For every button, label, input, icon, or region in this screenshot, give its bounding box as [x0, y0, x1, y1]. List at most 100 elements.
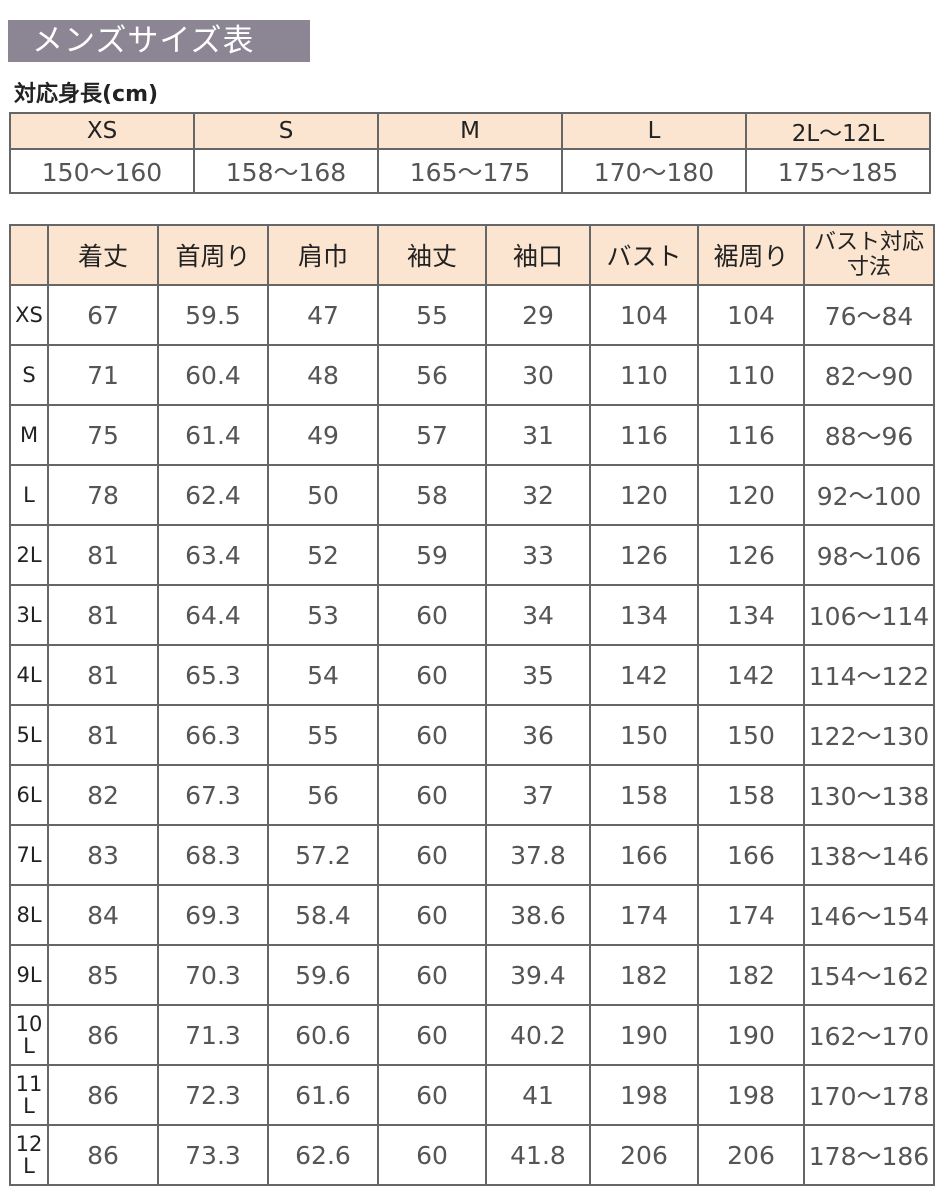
table-cell: 50	[267, 464, 379, 526]
table-cell: 206	[697, 1124, 805, 1186]
table-cell: 56	[377, 344, 487, 406]
table-cell: 53	[267, 584, 379, 646]
table-cell: 154〜162	[803, 944, 935, 1006]
table-cell: 32	[485, 464, 591, 526]
table-cell: 104	[697, 284, 805, 346]
table-cell: 88〜96	[803, 404, 935, 466]
table-cell: 58	[377, 464, 487, 526]
table-cell: 82〜90	[803, 344, 935, 406]
table-cell: 122〜130	[803, 704, 935, 766]
table-cell: 36	[485, 704, 591, 766]
column-header	[9, 224, 49, 286]
table-row: 12L 86 73.3 62.6 60 41.8 206 206 178〜186	[9, 1124, 935, 1186]
table-cell: 70.3	[157, 944, 269, 1006]
table-cell: 59.5	[157, 284, 269, 346]
column-header: 肩巾	[267, 224, 379, 286]
row-size-label: XS	[9, 284, 49, 346]
table-row: 10L 86 71.3 60.6 60 40.2 190 190 162〜170	[9, 1004, 935, 1066]
table-cell: 66.3	[157, 704, 269, 766]
table-cell: 81	[47, 644, 159, 706]
table-cell: 198	[589, 1064, 699, 1126]
table-cell: 158	[697, 764, 805, 826]
table-cell: 60	[377, 1064, 487, 1126]
table-cell: 55	[377, 284, 487, 346]
table-cell: 104	[589, 284, 699, 346]
table-cell: 126	[589, 524, 699, 586]
row-size-label: 7L	[9, 824, 49, 886]
table-cell: 81	[47, 704, 159, 766]
table-cell: 60	[377, 644, 487, 706]
table-row: 5L 81 66.3 55 60 36 150 150 122〜130	[9, 704, 935, 766]
table-cell: 59	[377, 524, 487, 586]
row-size-label: 4L	[9, 644, 49, 706]
table-cell: 126	[697, 524, 805, 586]
table-cell: 60	[377, 1124, 487, 1186]
table-row: 8L 84 69.3 58.4 60 38.6 174 174 146〜154	[9, 884, 935, 946]
table-cell: 146〜154	[803, 884, 935, 946]
table-cell: 92〜100	[803, 464, 935, 526]
row-size-label: 8L	[9, 884, 49, 946]
table-cell: 37.8	[485, 824, 591, 886]
table-cell: 61.6	[267, 1064, 379, 1126]
table-row: S 71 60.4 48 56 30 110 110 82〜90	[9, 344, 935, 406]
table-cell: 120	[697, 464, 805, 526]
table-cell: 116	[697, 404, 805, 466]
table-cell: 138〜146	[803, 824, 935, 886]
table-cell: 37	[485, 764, 591, 826]
table-cell: 110	[697, 344, 805, 406]
table-cell: 120	[589, 464, 699, 526]
table-cell: 54	[267, 644, 379, 706]
table-cell: 71	[47, 344, 159, 406]
table-cell: 41.8	[485, 1124, 591, 1186]
height-range: 165〜175	[377, 148, 563, 194]
row-size-label: 9L	[9, 944, 49, 1006]
table-cell: 48	[267, 344, 379, 406]
row-size-label: 11L	[9, 1064, 49, 1126]
table-cell: 60	[377, 764, 487, 826]
table-cell: 71.3	[157, 1004, 269, 1066]
row-size-label: M	[9, 404, 49, 466]
table-row: L 78 62.4 50 58 32 120 120 92〜100	[9, 464, 935, 526]
table-cell: 56	[267, 764, 379, 826]
table-cell: 142	[589, 644, 699, 706]
table-cell: 98〜106	[803, 524, 935, 586]
table-cell: 182	[589, 944, 699, 1006]
height-table-label: 対応身長(cm)	[14, 82, 159, 107]
row-size-label: L	[9, 464, 49, 526]
size-header: 2L〜12L	[745, 112, 931, 150]
table-row: 6L 82 67.3 56 60 37 158 158 130〜138	[9, 764, 935, 826]
row-size-label: 12L	[9, 1124, 49, 1186]
table-cell: 60	[377, 1004, 487, 1066]
height-range: 175〜185	[745, 148, 931, 194]
table-cell: 35	[485, 644, 591, 706]
table-cell: 47	[267, 284, 379, 346]
table-row: 4L 81 65.3 54 60 35 142 142 114〜122	[9, 644, 935, 706]
size-table-header-row: 着丈 首周り 肩巾 袖丈 袖口 バスト 裾周り バスト対応寸法	[9, 224, 935, 286]
table-cell: 41	[485, 1064, 591, 1126]
table-cell: 60.4	[157, 344, 269, 406]
size-header: XS	[9, 112, 195, 150]
table-cell: 150	[589, 704, 699, 766]
table-cell: 49	[267, 404, 379, 466]
table-row: 2L 81 63.4 52 59 33 126 126 98〜106	[9, 524, 935, 586]
table-row: 3L 81 64.4 53 60 34 134 134 106〜114	[9, 584, 935, 646]
table-row: XS 67 59.5 47 55 29 104 104 76〜84	[9, 284, 935, 346]
row-size-label: 5L	[9, 704, 49, 766]
table-cell: 142	[697, 644, 805, 706]
table-cell: 59.6	[267, 944, 379, 1006]
table-cell: 158	[589, 764, 699, 826]
size-header: S	[193, 112, 379, 150]
table-cell: 29	[485, 284, 591, 346]
table-cell: 162〜170	[803, 1004, 935, 1066]
table-cell: 60.6	[267, 1004, 379, 1066]
column-header: バスト	[589, 224, 699, 286]
table-cell: 67	[47, 284, 159, 346]
table-cell: 73.3	[157, 1124, 269, 1186]
table-cell: 81	[47, 524, 159, 586]
table-cell: 60	[377, 884, 487, 946]
table-row: 11L 86 72.3 61.6 60 41 198 198 170〜178	[9, 1064, 935, 1126]
table-cell: 174	[697, 884, 805, 946]
column-header: 袖丈	[377, 224, 487, 286]
height-table: XS S M L 2L〜12L 150〜160 158〜168 165〜175 …	[9, 112, 931, 194]
table-cell: 31	[485, 404, 591, 466]
